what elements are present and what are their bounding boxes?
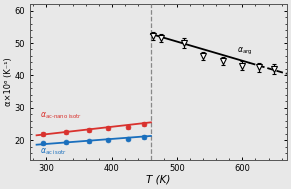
Text: $\alpha_{\rm ac\ isotr}$: $\alpha_{\rm ac\ isotr}$: [40, 146, 67, 157]
Text: $\alpha_{\rm ac\text{-}nano\ isotr}$: $\alpha_{\rm ac\text{-}nano\ isotr}$: [40, 111, 82, 121]
X-axis label: T (K): T (K): [146, 175, 171, 185]
Y-axis label: α×10⁶ (K⁻¹): α×10⁶ (K⁻¹): [4, 57, 13, 106]
Text: $\alpha_{\rm arg}$: $\alpha_{\rm arg}$: [237, 46, 253, 57]
